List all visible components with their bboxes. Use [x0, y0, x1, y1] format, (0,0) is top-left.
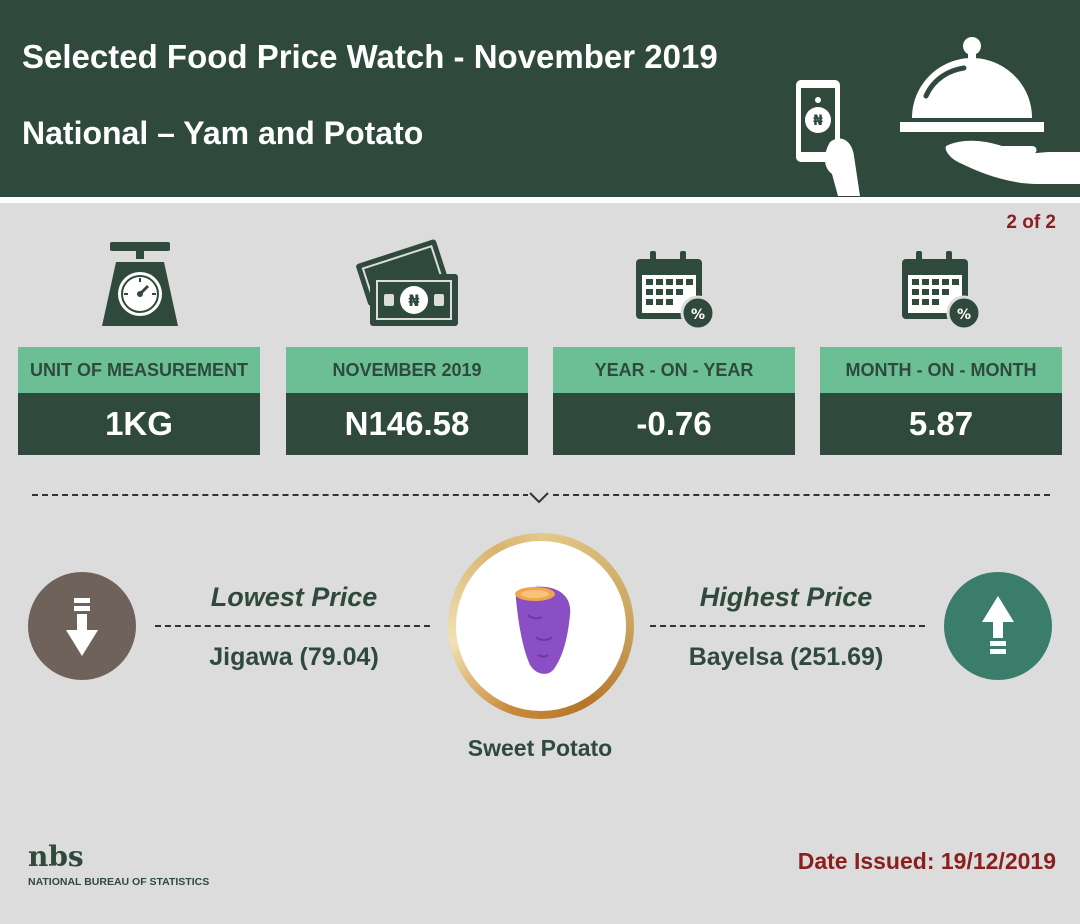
highest-price-rule: [650, 625, 925, 627]
calendar-percent-icon: %: [902, 251, 982, 331]
date-issued: Date Issued: 19/12/2019: [797, 848, 1056, 874]
highest-price-heading: Highest Price: [699, 582, 873, 612]
page-indicator: 2 of 2: [1006, 212, 1056, 233]
phone-payment-icon: ₦: [796, 80, 860, 196]
arrow-down-icon: [66, 598, 98, 656]
weighing-scale-icon: [102, 242, 178, 326]
calendar-percent-symbol: %: [957, 307, 971, 323]
card-label: UNIT OF MEASUREMENT: [18, 347, 260, 393]
page-title: Selected Food Price Watch - November 201…: [22, 38, 718, 75]
page-subtitle: National – Yam and Potato: [22, 115, 424, 151]
product-circle: [456, 541, 626, 711]
serving-cloche-icon: [900, 37, 1080, 184]
naira-banknotes-icon: ₦: [356, 239, 458, 326]
phone-naira-symbol: ₦: [813, 113, 823, 129]
product-ring: [448, 533, 634, 719]
card-label: YEAR - ON - YEAR: [553, 347, 795, 393]
card-value: N146.58: [286, 393, 528, 455]
card-label: NOVEMBER 2019: [286, 347, 528, 393]
card-label: MONTH - ON - MONTH: [820, 347, 1062, 393]
nbs-logo: nbs: [28, 840, 84, 873]
org-name: NATIONAL BUREAU OF STATISTICS: [28, 876, 210, 888]
lowest-price-value: Jigawa (79.04): [209, 643, 379, 671]
card-november-2019: NOVEMBER 2019 N146.58: [286, 347, 528, 455]
card-month-on-month: MONTH - ON - MONTH 5.87: [820, 347, 1062, 455]
card-value: -0.76: [553, 393, 795, 455]
card-year-on-year: YEAR - ON - YEAR -0.76: [553, 347, 795, 455]
header-banner: Selected Food Price Watch - November 201…: [0, 0, 1080, 203]
chevron-down-icon: [528, 489, 550, 504]
card-unit-of-measurement: UNIT OF MEASUREMENT 1KG: [18, 347, 260, 455]
card-value: 5.87: [820, 393, 1062, 455]
arrow-up-icon: [982, 596, 1014, 654]
sweet-potato-icon: [515, 586, 571, 674]
calendar-percent-symbol: %: [691, 307, 705, 323]
calendar-percent-icon: %: [636, 251, 716, 331]
lowest-price-rule: [155, 625, 430, 627]
lowest-price-heading: Lowest Price: [210, 582, 378, 612]
lowest-price-badge: [28, 572, 136, 680]
logo-text: nbs: [28, 840, 84, 873]
highest-price-badge: [944, 572, 1052, 680]
card-value: 1KG: [18, 393, 260, 455]
product-name: Sweet Potato: [467, 735, 613, 761]
highest-price-value: Bayelsa (251.69): [688, 643, 884, 671]
banknote-naira-symbol: ₦: [408, 291, 419, 310]
